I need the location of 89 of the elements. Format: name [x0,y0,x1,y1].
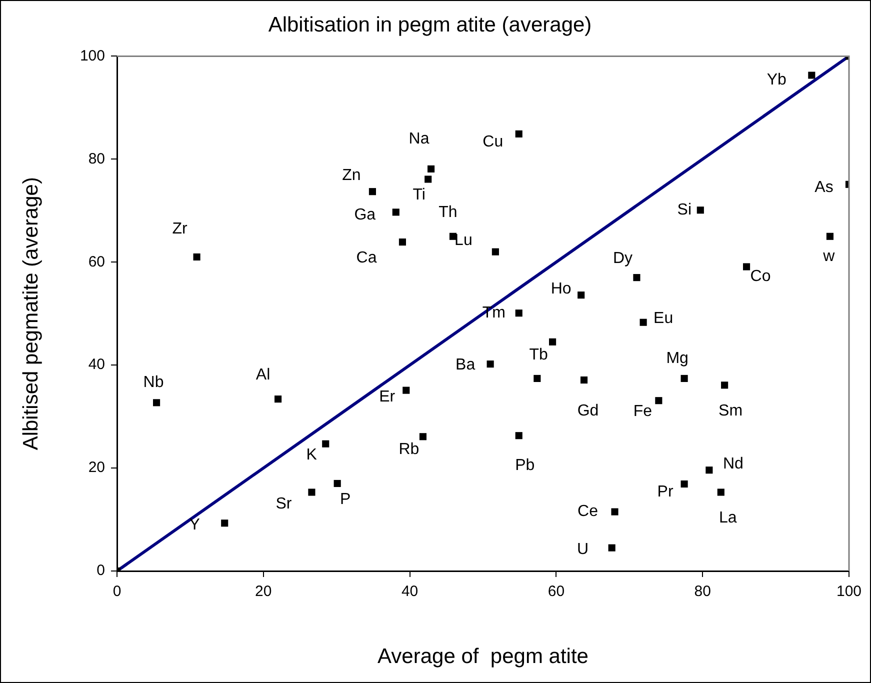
y-axis-title: Albitised pegmatite (average) [19,177,42,450]
annotation: Ce [578,503,598,520]
annotation: Nb [143,374,164,392]
x-tick-label: 60 [548,583,565,600]
x-tick-label: 80 [694,583,711,600]
point [633,274,640,282]
point [402,386,410,394]
point [580,376,588,384]
chart-title: Albitisation in pegm atite (average) [268,13,592,36]
point [419,433,427,440]
y-tick-label: 0 [96,562,105,580]
point [696,206,704,214]
point [515,432,522,440]
point [308,488,316,496]
x-tick-label: 0 [112,583,122,600]
annotation: U [577,541,589,558]
point [706,466,713,474]
annotation: Y [189,516,200,534]
point [392,208,400,216]
point [608,544,616,552]
point [515,310,522,317]
annotation: Co [750,268,771,286]
annotation: Nd [722,456,744,473]
annotation: Na [408,130,430,148]
annotation: Yb [766,72,787,89]
point [680,374,688,382]
annotation: Zr [172,220,188,238]
x-axis-title: Average of pegm atite [378,645,588,668]
x-tick-label: 40 [401,583,418,600]
annotation: Rb [398,441,420,458]
x-tick-label: 100 [836,583,862,600]
point [274,396,282,403]
annotation: Pr [657,483,674,500]
annotation: Pb [515,457,535,474]
point [368,188,376,196]
annotation: La [719,510,737,527]
annotation: Sr [276,496,292,513]
x-tick-label: 20 [255,583,272,600]
point [152,399,160,406]
annotation: Cu [482,133,504,150]
annotation: Al [256,366,270,384]
point [398,238,406,246]
point [515,130,522,138]
point [721,382,728,389]
annotation: Eu [654,310,674,327]
y-tick-label: 20 [88,459,105,476]
annotation: K [306,446,318,464]
annotation: Fe [633,403,652,420]
annotation: P [340,490,351,508]
point [578,292,585,299]
point [193,253,200,261]
point [486,360,494,368]
annotation: w [822,248,836,265]
annotation: Sm [718,402,743,420]
y-tick-label: 40 [88,356,105,374]
annotation: Ca [356,249,377,266]
point [322,440,330,448]
annotation: Ba [456,356,476,374]
point [808,72,816,79]
annotation: Th [438,204,458,221]
point [492,248,499,256]
annotation: Ho [550,280,572,298]
annotation: Er [379,388,396,406]
point [655,397,662,404]
annotation: Si [677,202,692,219]
point [717,488,724,496]
annotation: Gd [577,402,599,420]
point [826,232,834,240]
point [334,480,341,488]
point [640,318,647,326]
y-tick-label: 80 [88,150,105,168]
point [427,165,435,172]
annotation: Dy [612,250,632,267]
y-tick-label: 100 [80,47,105,64]
point [742,263,750,270]
point [549,338,556,346]
annotation: Mg [666,350,688,367]
annotation: Ga [354,206,376,224]
point [680,480,688,488]
point [534,374,541,382]
point [611,508,618,516]
point [424,176,432,183]
point [221,520,228,527]
annotation: Zn [342,167,361,184]
annotation: Tm [482,304,506,322]
annotation: Ti [412,186,426,204]
annotation: Tb [529,346,548,364]
annotation: As [814,178,834,196]
y-tick-label: 60 [88,253,105,270]
